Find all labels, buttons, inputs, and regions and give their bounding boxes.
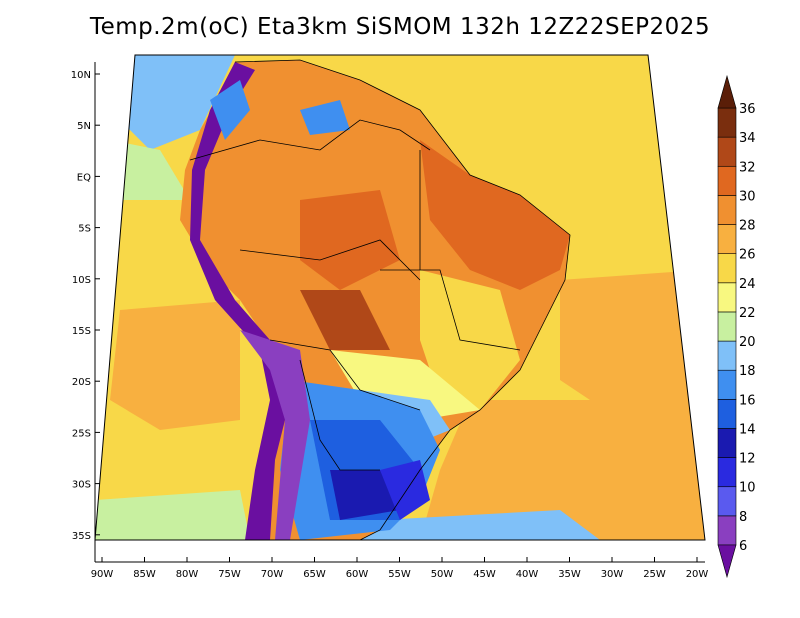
colorbar-segment xyxy=(717,515,737,546)
colorbar-segment xyxy=(717,311,737,342)
colorbar-label: 20 xyxy=(739,335,756,350)
lon-tick-label: 70W xyxy=(261,569,284,580)
lon-tick-label: 35W xyxy=(558,569,581,580)
lon-tick-label: 25W xyxy=(643,569,666,580)
colorbar-label: 28 xyxy=(739,219,756,234)
lat-tick-label: 10S xyxy=(72,275,91,286)
colorbar-label: 18 xyxy=(739,364,756,379)
lon-tick-label: 60W xyxy=(346,569,369,580)
colorbar-segment xyxy=(717,399,737,429)
colorbar-label: 22 xyxy=(739,306,756,321)
colorbar-max-arrow xyxy=(717,74,737,109)
colorbar-label: 16 xyxy=(739,393,756,408)
colorbar-label: 6 xyxy=(739,539,747,554)
colorbar-label: 10 xyxy=(739,481,756,496)
map-title: Temp.2m(oC) Eta3km SiSMOM 132h 12Z22SEP2… xyxy=(89,14,711,40)
colorbar-segment xyxy=(717,253,737,284)
lat-tick-label: 20S xyxy=(72,377,91,388)
colorbar-label: 12 xyxy=(739,452,756,467)
colorbar-label: 30 xyxy=(739,189,756,204)
longitude-axis: 90W 85W 80W 75W 70W 65W 60W 55W 50W 45W 40W 35W 30W 2… xyxy=(91,557,709,580)
latitude-axis: 10N 5N EQ 5S 10S 15S 20S 25S 30S 35S xyxy=(71,70,100,542)
lon-tick-label: 85W xyxy=(133,569,156,580)
colorbar-segment xyxy=(717,136,737,167)
lat-tick-label: EQ xyxy=(77,172,91,183)
colorbar-segment xyxy=(717,282,737,313)
colorbar: 6 8 10 12 14 16 18 20 22 24 26 28 30 32 34 36 xyxy=(717,74,756,579)
lon-tick-label: 45W xyxy=(473,569,496,580)
colorbar-label: 34 xyxy=(739,131,756,146)
lat-tick-label: 5N xyxy=(77,121,91,132)
colorbar-segment xyxy=(717,224,737,254)
lon-tick-label: 30W xyxy=(601,569,624,580)
lat-tick-label: 5S xyxy=(78,224,91,235)
lon-tick-label: 65W xyxy=(303,569,326,580)
colorbar-segment xyxy=(717,340,737,371)
lat-tick-label: 30S xyxy=(72,480,91,491)
lat-tick-label: 35S xyxy=(72,531,91,542)
colorbar-segment xyxy=(717,486,737,517)
lon-tick-label: 90W xyxy=(91,569,114,580)
country-borders xyxy=(189,59,571,541)
colorbar-segment xyxy=(717,195,737,225)
pacific-cool-patch xyxy=(120,55,235,150)
colorbar-label: 24 xyxy=(739,277,756,292)
colorbar-min-arrow xyxy=(717,544,737,579)
lon-tick-label: 75W xyxy=(218,569,241,580)
colorbar-label: 32 xyxy=(739,160,756,175)
colorbar-label: 14 xyxy=(739,422,756,437)
colorbar-label: 26 xyxy=(739,248,756,263)
colorbar-label: 8 xyxy=(739,510,747,525)
lat-tick-label: 15S xyxy=(72,326,91,337)
lon-tick-label: 50W xyxy=(431,569,454,580)
andes-cold-strip xyxy=(190,62,300,540)
colorbar-label: 36 xyxy=(739,102,756,117)
lon-tick-label: 20W xyxy=(686,569,709,580)
colorbar-segment xyxy=(717,457,737,488)
lat-tick-label: 10N xyxy=(71,70,91,81)
lon-tick-label: 55W xyxy=(388,569,411,580)
lat-tick-label: 25S xyxy=(72,428,91,439)
lon-tick-label: 80W xyxy=(176,569,199,580)
colorbar-segment xyxy=(717,107,737,138)
colorbar-segment xyxy=(717,165,737,196)
lon-tick-label: 40W xyxy=(516,569,539,580)
colorbar-segment xyxy=(717,369,737,400)
pacific-warm-patch xyxy=(110,300,240,430)
map-frame xyxy=(94,54,706,541)
colorbar-segment xyxy=(717,428,737,458)
